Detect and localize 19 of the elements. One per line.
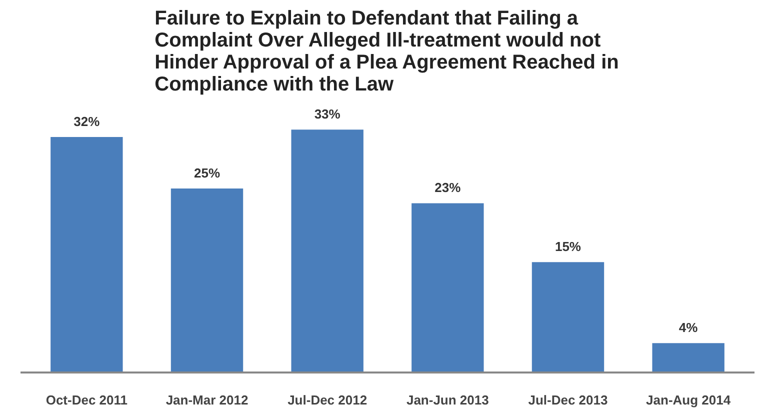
x-tick-label: Jan-Mar 2012 (166, 392, 248, 408)
bar (412, 203, 484, 372)
x-tick-label: Oct-Dec 2011 (46, 392, 128, 408)
x-tick-label: Jul-Dec 2012 (288, 392, 368, 408)
bar (170, 188, 244, 372)
data-label: 4% (678, 320, 698, 336)
data-label: 25% (194, 166, 220, 181)
chart-title: Failure to Explain to Defendant that Failing a Complaint Over Alleged Ill-treatment would not Hinder Approval of a Plea Agreement Reached in Compliance with the Law (154, 8, 619, 96)
data-label: 23% (434, 180, 462, 196)
bar (291, 130, 364, 372)
x-tick-label: Jul-Dec 2013 (528, 392, 608, 408)
bar (532, 262, 604, 372)
bar (50, 137, 123, 372)
data-label: 32% (74, 114, 100, 129)
x-tick-label: Jan-Aug 2014 (646, 392, 732, 408)
data-label: 15% (554, 239, 582, 254)
bar (652, 343, 724, 372)
x-tick-label: Jan-Jun 2013 (406, 392, 489, 408)
data-label: 33% (314, 106, 341, 122)
